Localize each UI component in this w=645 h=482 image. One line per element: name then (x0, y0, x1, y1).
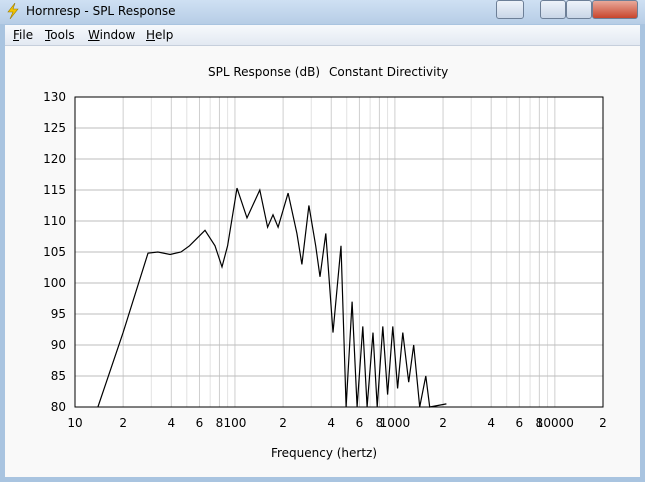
x-axis-label: Frequency (hertz) (271, 446, 377, 460)
x-tick-label: 1000 (380, 416, 411, 430)
x-tick-label: 8 (216, 416, 224, 430)
plot-frame (74, 96, 604, 408)
chart-title: SPL Response (dB) (208, 65, 320, 79)
title-bar: Hornresp - SPL Response (0, 0, 645, 24)
maximize-button[interactable] (566, 0, 592, 19)
y-tick-label: 120 (43, 152, 66, 166)
chart: SPL Response (dB) Constant Directivity Fre… (43, 65, 607, 460)
x-tick-label: 100 (223, 416, 246, 430)
y-tick-label: 125 (43, 121, 66, 135)
x-tick-label: 6 (356, 416, 364, 430)
window-title: Hornresp - SPL Response (26, 4, 176, 18)
y-tick-label: 130 (43, 90, 66, 104)
y-tick-label: 110 (43, 214, 66, 228)
menu-bar: File Tools Window Help (5, 25, 640, 46)
x-tick-label: 4 (487, 416, 495, 430)
chart-subtitle: Constant Directivity (329, 65, 448, 79)
x-tick-label: 2 (279, 416, 287, 430)
x-tick-label: 2 (119, 416, 127, 430)
menu-item[interactable]: Window (88, 28, 136, 42)
menu-item[interactable]: Tools (45, 28, 75, 42)
x-tick-label: 4 (167, 416, 175, 430)
y-tick-label: 95 (51, 307, 66, 321)
resize-button[interactable] (496, 0, 524, 19)
y-tick-label: 115 (43, 183, 66, 197)
y-tick-label: 100 (43, 276, 66, 290)
x-tick-label: 10000 (536, 416, 574, 430)
x-tick-label: 6 (516, 416, 524, 430)
client-area: SPL Response (dB) Constant Directivity Fre… (5, 46, 640, 477)
y-tick-label: 90 (51, 338, 66, 352)
x-tick-label: 10 (67, 416, 82, 430)
y-tick-label: 85 (51, 369, 66, 383)
y-tick-label: 80 (51, 400, 66, 414)
menu-item[interactable]: File (13, 28, 34, 42)
x-tick-label: 8 (376, 416, 384, 430)
app-icon (7, 3, 19, 19)
x-tick-label: 2 (599, 416, 607, 430)
x-tick-label: 2 (439, 416, 447, 430)
minimize-button[interactable] (540, 0, 566, 19)
x-tick-label: 6 (196, 416, 204, 430)
close-button[interactable] (592, 0, 638, 19)
line-series (97, 187, 447, 408)
y-tick-label: 105 (43, 245, 66, 259)
menu-item[interactable]: Help (146, 28, 174, 42)
x-tick-label: 8 (536, 416, 544, 430)
x-tick-label: 4 (327, 416, 335, 430)
